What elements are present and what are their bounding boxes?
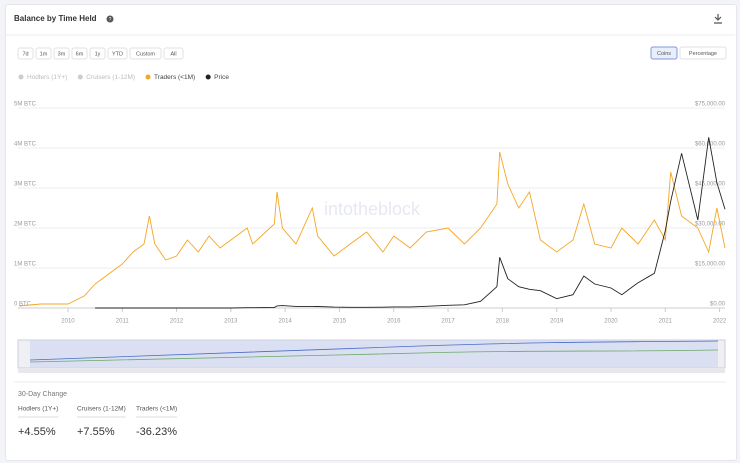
legend-label[interactable]: Cruisers (1-12M) bbox=[86, 74, 135, 81]
range-label: All bbox=[170, 51, 176, 57]
stat-label: Cruisers (1-12M) bbox=[77, 406, 126, 413]
stat-label: Traders (<1M) bbox=[136, 406, 177, 413]
range-label: 1m bbox=[40, 51, 48, 57]
watermark: intotheblock bbox=[324, 199, 421, 219]
scrollbar[interactable] bbox=[18, 368, 725, 373]
stats-title: 30-Day Change bbox=[18, 391, 67, 398]
stat-value: -36.23% bbox=[136, 426, 177, 438]
mode-label: Percentage bbox=[689, 51, 717, 57]
y-tick-label: 5M BTC bbox=[14, 102, 37, 108]
x-tick-label: 2017 bbox=[441, 319, 455, 325]
y-tick-label: 4M BTC bbox=[14, 142, 37, 148]
y-tick-label: 3M BTC bbox=[14, 182, 37, 188]
x-tick-label: 2016 bbox=[387, 319, 401, 325]
range-label: 3m bbox=[58, 51, 66, 57]
title: Balance by Time Held bbox=[14, 14, 97, 23]
x-tick-label: 2020 bbox=[604, 319, 618, 325]
range-button[interactable] bbox=[53, 47, 70, 60]
x-tick-label: 2012 bbox=[170, 319, 184, 325]
legend-label[interactable]: Price bbox=[214, 74, 229, 81]
x-tick-label: 2022 bbox=[713, 319, 727, 325]
x-tick-label: 2018 bbox=[496, 319, 510, 325]
x-tick-label: 2014 bbox=[278, 319, 292, 325]
series-line bbox=[19, 151, 726, 307]
y-tick-label: 2M BTC bbox=[14, 222, 37, 228]
legend-label[interactable]: Hodlers (1Y+) bbox=[27, 74, 67, 81]
x-tick-label: 2015 bbox=[333, 319, 347, 325]
download-icon[interactable] bbox=[714, 14, 722, 24]
x-tick-label: 2013 bbox=[224, 319, 238, 325]
range-button[interactable] bbox=[129, 47, 162, 60]
range-button[interactable] bbox=[71, 47, 88, 60]
x-tick-label: 2021 bbox=[659, 319, 673, 325]
x-tick-label: 2010 bbox=[61, 319, 75, 325]
mode-button[interactable] bbox=[679, 46, 727, 60]
stat-value: +4.55% bbox=[18, 426, 56, 438]
range-button[interactable] bbox=[107, 47, 128, 60]
y-tick-label: 1M BTC bbox=[14, 262, 37, 268]
stat-label: Hodlers (1Y+) bbox=[18, 406, 58, 413]
navigator-line bbox=[29, 349, 719, 363]
range-label: YTD bbox=[112, 51, 123, 57]
y-tick-label: 0 BTC bbox=[14, 302, 32, 308]
legend-marker bbox=[145, 74, 151, 80]
range-label: 7d bbox=[22, 51, 28, 57]
range-button[interactable] bbox=[163, 47, 184, 60]
range-label: Custom bbox=[136, 51, 155, 57]
card bbox=[5, 4, 737, 461]
legend-marker bbox=[18, 74, 24, 80]
legend-marker bbox=[205, 74, 211, 80]
series-line bbox=[95, 137, 726, 309]
legend-marker bbox=[77, 74, 83, 80]
help-mark: ? bbox=[109, 17, 112, 23]
x-tick-label: 2011 bbox=[116, 319, 130, 325]
range-button[interactable] bbox=[89, 47, 106, 60]
y2-tick-label: $15,000.00 bbox=[695, 262, 726, 268]
range-label: 6m bbox=[76, 51, 84, 57]
y2-tick-label: $30,000.00 bbox=[695, 222, 726, 228]
y2-tick-label: $75,000.00 bbox=[695, 102, 726, 108]
help-icon[interactable] bbox=[106, 15, 114, 23]
range-label: 1y bbox=[95, 51, 101, 57]
mode-label: Coins bbox=[657, 51, 671, 57]
y2-tick-label: $45,000.00 bbox=[695, 182, 726, 188]
y2-tick-label: $0.00 bbox=[710, 302, 726, 308]
mode-button[interactable] bbox=[650, 46, 678, 60]
stat-value: +7.55% bbox=[77, 426, 115, 438]
range-button[interactable] bbox=[35, 47, 52, 60]
legend-label[interactable]: Traders (<1M) bbox=[154, 74, 195, 81]
x-tick-label: 2019 bbox=[550, 319, 564, 325]
range-button[interactable] bbox=[17, 47, 34, 60]
